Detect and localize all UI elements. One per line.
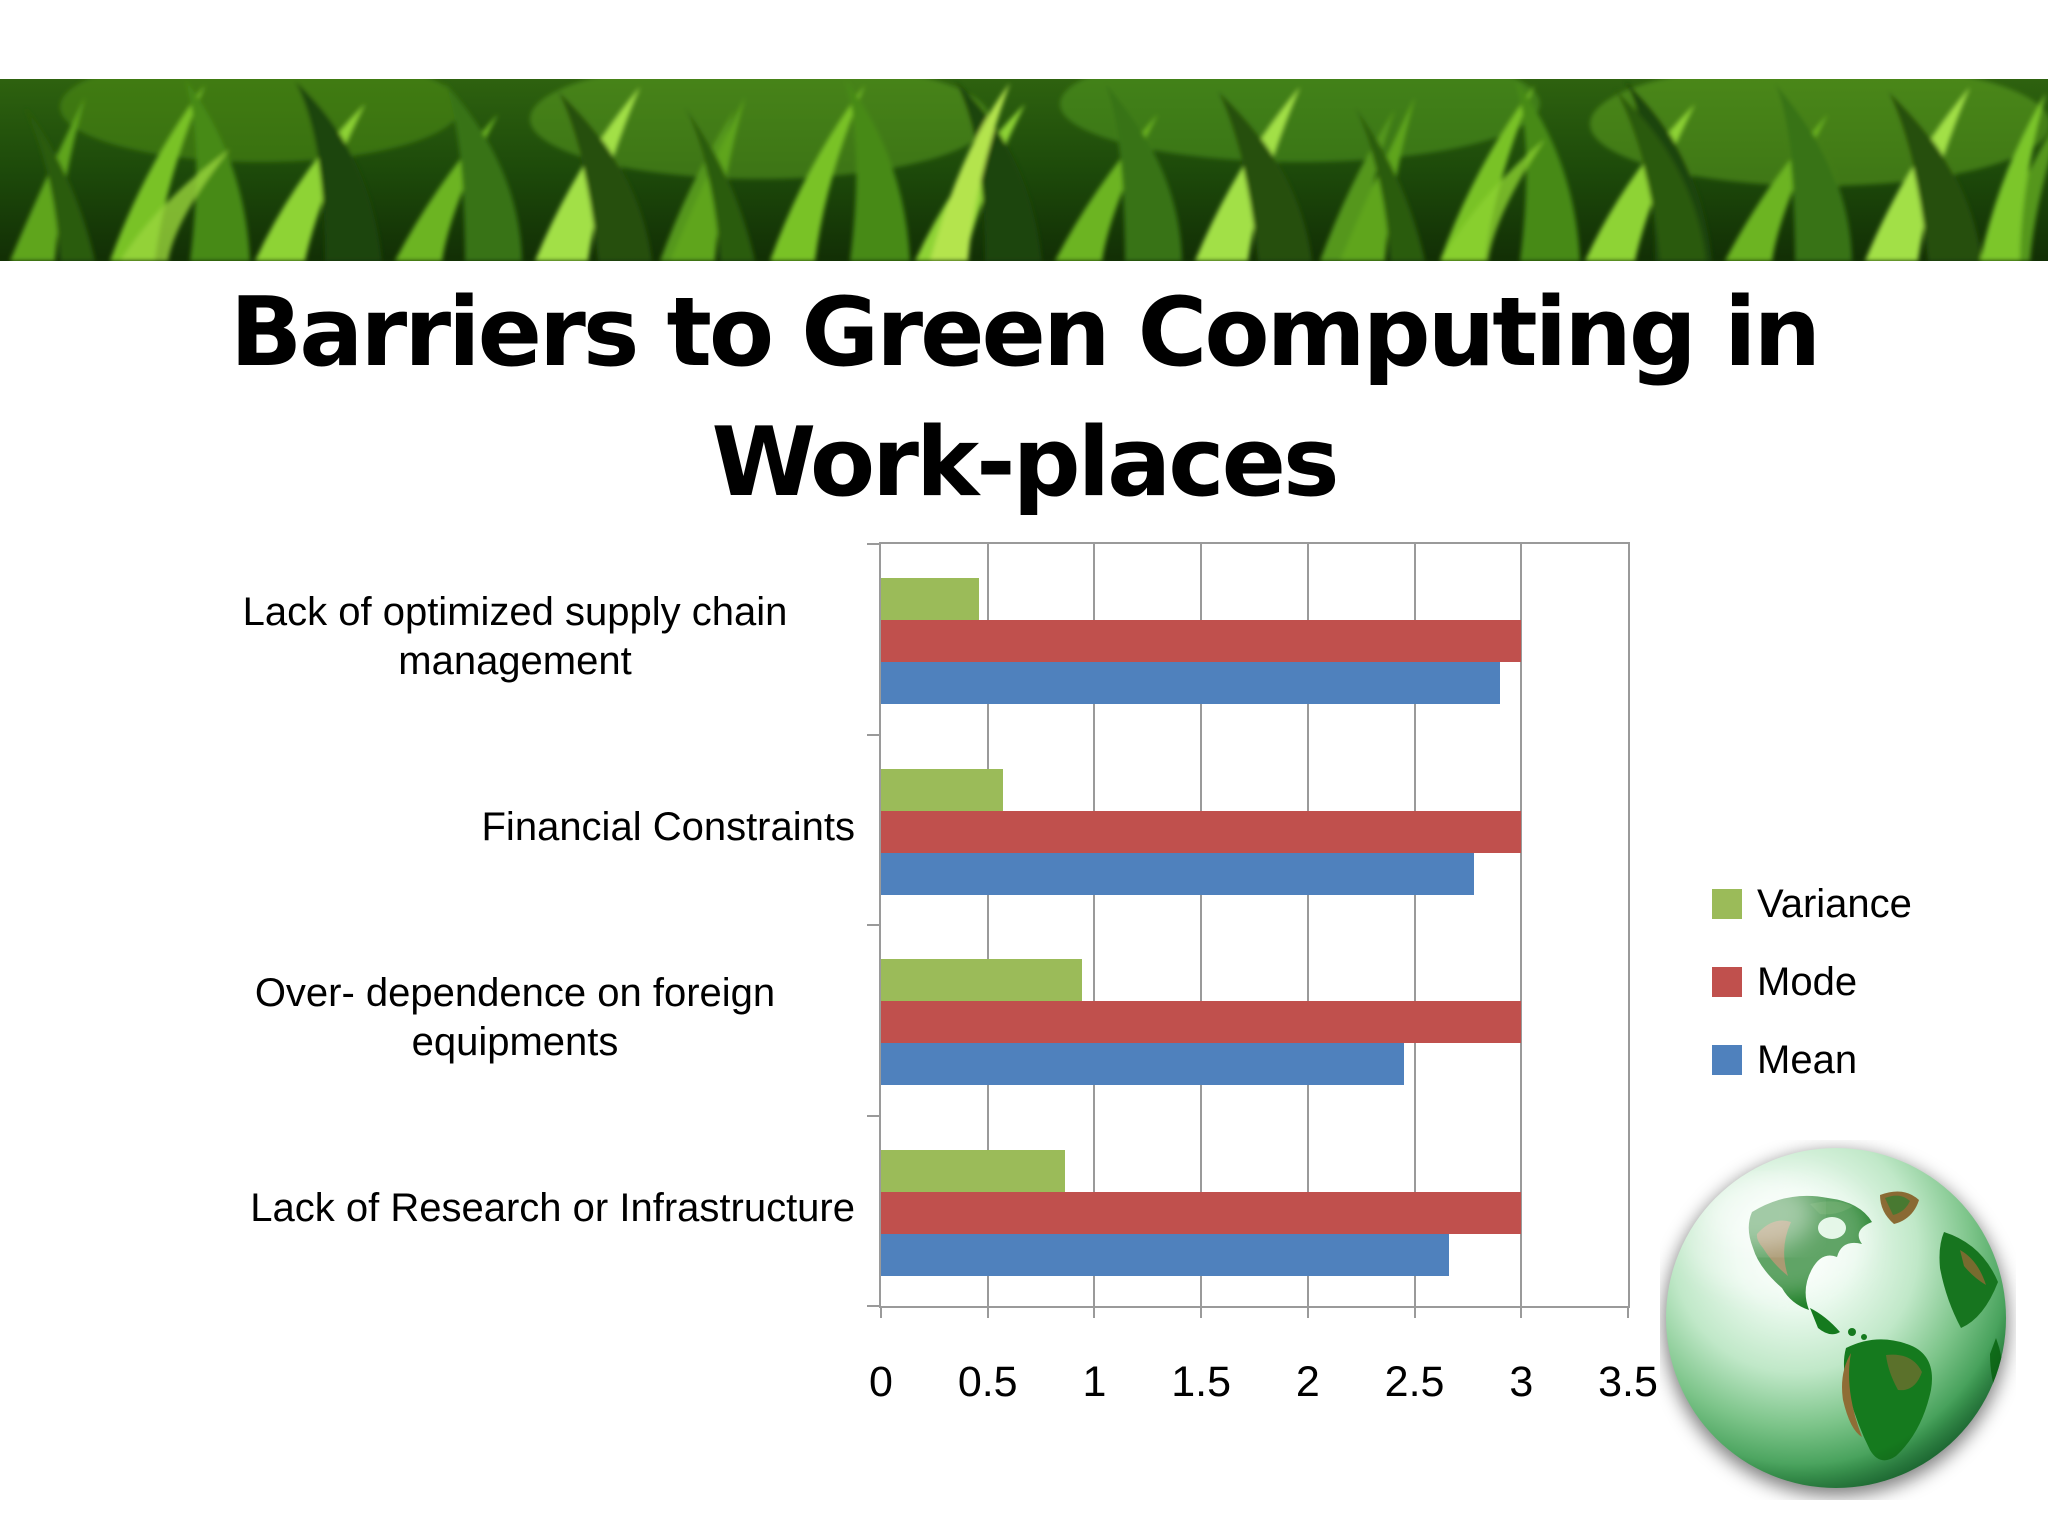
legend-swatch-variance [1712,889,1742,919]
category-label-text: Lack of Research or Infrastructure [250,1186,855,1231]
x-axis-tick-label: 3 [1509,1358,1534,1406]
legend-item-mean: Mean [1712,1040,1912,1080]
slide-title: Barriers to Green Computing in Work-plac… [0,268,2048,528]
gridline [1413,544,1416,1306]
gridline [1200,544,1203,1306]
category-label-text: Over- dependence on foreign equipments [254,971,776,1065]
bar-mode [881,1191,1522,1234]
chart-legend: Variance Mode Mean [1712,884,1912,1080]
gridline [1306,544,1309,1306]
plot-area: 0 0.5 1 1.5 2 2.5 3 3.5 [867,542,1658,1406]
bar-mode [881,1001,1522,1043]
x-axis-tick-label: 0.5 [957,1358,1018,1406]
x-axis-tick-label: 2.5 [1384,1358,1445,1406]
x-axis-tick-label: 3.5 [1598,1358,1658,1406]
globe-image [1660,1140,2016,1500]
legend-label: Variance [1757,882,1912,926]
bar-variance [881,959,1082,1001]
category-label: Lack of optimized supply chain managemen… [110,542,855,733]
category-label: Lack of Research or Infrastructure [110,1114,855,1305]
legend-swatch-mode [1712,967,1742,997]
x-axis-tick [1200,1306,1203,1318]
y-axis-tick [867,1305,881,1307]
title-line-2: Work-places [711,408,1339,518]
category-label-text: Lack of optimized supply chain managemen… [242,590,788,684]
x-axis-tick [1520,1306,1523,1318]
bar-mean [881,1233,1449,1276]
y-axis-tick [867,543,881,545]
gridline [1093,544,1096,1306]
grass-banner-image [0,79,2048,261]
category-label: Financial Constraints [110,733,856,924]
x-axis-tick [986,1306,989,1318]
y-axis-tick [867,1114,881,1117]
legend-label: Mode [1757,960,1858,1004]
bar-mean [881,852,1475,895]
x-axis-tick-label: 0 [869,1358,893,1406]
category-label-text: Financial Constraints [481,805,856,850]
x-axis-tick-label: 1.5 [1171,1358,1232,1406]
y-axis-tick [867,924,881,926]
gridline [1520,544,1523,1306]
x-axis-tick [1306,1306,1309,1318]
bar-variance [881,578,980,620]
x-axis-tick [1413,1306,1416,1318]
bar-variance [881,768,1003,811]
x-axis-tick [880,1306,882,1318]
bar-mean [881,1043,1404,1085]
legend-item-variance: Variance [1712,884,1912,924]
bar-variance [881,1149,1065,1192]
category-label: Over- dependence on foreign equipments [110,923,855,1114]
x-axis-tick-label: 2 [1295,1358,1320,1406]
legend-label: Mean [1757,1038,1858,1082]
x-axis-tick-label: 1 [1082,1358,1107,1406]
x-axis-tick [1093,1306,1096,1318]
legend-item-mode: Mode [1712,962,1912,1002]
x-axis-tick [1627,1306,1629,1318]
category-axis-labels: Lack of optimized supply chain managemen… [110,542,855,1308]
bar-mean [881,662,1500,704]
y-axis-tick [867,733,881,736]
title-line-1: Barriers to Green Computing in [229,278,1821,388]
legend-swatch-mean [1712,1045,1742,1075]
bar-mode [881,620,1522,662]
bar-mode [881,810,1522,853]
gridline [986,544,989,1306]
